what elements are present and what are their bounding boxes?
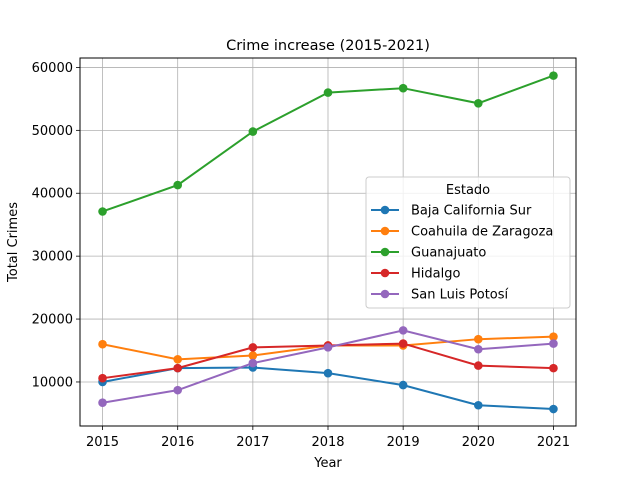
data-point — [398, 83, 408, 93]
legend-swatch-marker — [380, 205, 390, 215]
y-tick-label: 50000 — [32, 124, 73, 139]
x-tick-label: 2018 — [311, 435, 344, 450]
data-point — [323, 88, 333, 97]
y-axis: 10000 20000 30000 40000 50000 60000 — [32, 61, 80, 390]
x-tick-label: 2017 — [236, 435, 269, 450]
data-point — [474, 98, 483, 108]
data-point — [173, 385, 182, 395]
x-axis: 2015 2016 2017 2018 2019 2020 2021 — [86, 426, 570, 450]
data-point — [173, 363, 182, 373]
legend-item: Hidalgo — [371, 267, 460, 282]
data-point — [98, 398, 107, 408]
data-point — [98, 207, 107, 216]
data-point — [549, 332, 558, 341]
x-tick-label: 2015 — [86, 435, 119, 450]
data-point — [549, 363, 558, 373]
series-guanajuato — [98, 71, 558, 216]
data-point — [398, 326, 408, 335]
y-tick-label: 10000 — [32, 375, 73, 390]
data-point — [549, 339, 558, 348]
data-point — [323, 368, 333, 378]
x-tick-label: 2016 — [161, 435, 194, 450]
series-san-luis-potos- — [98, 326, 558, 408]
legend-item: Coahuila de Zaragoza — [371, 225, 553, 240]
y-tick-label: 40000 — [32, 187, 73, 202]
data-point — [474, 344, 483, 354]
legend-item: San Luis Potosí — [371, 288, 509, 303]
data-point — [173, 180, 182, 190]
legend-item: Baja California Sur — [371, 204, 532, 219]
x-axis-label: Year — [313, 456, 342, 471]
data-point — [398, 339, 408, 348]
chart-title: Crime increase (2015-2021) — [226, 38, 430, 54]
data-point — [173, 355, 182, 364]
legend-label: Baja California Sur — [411, 204, 532, 219]
data-point — [398, 380, 408, 390]
y-tick-label: 30000 — [32, 250, 73, 265]
legend-item: Guanajuato — [371, 246, 486, 261]
data-point — [98, 373, 107, 383]
data-point — [474, 334, 483, 344]
x-tick-label: 2019 — [387, 435, 420, 450]
legend-label: Coahuila de Zaragoza — [411, 225, 553, 240]
data-point — [248, 358, 258, 368]
data-point — [248, 343, 258, 352]
data-point — [474, 400, 483, 410]
data-point — [323, 343, 333, 352]
data-point — [98, 339, 107, 349]
y-axis-label: Total Crimes — [6, 202, 21, 283]
data-point — [549, 71, 558, 80]
legend-title: Estado — [446, 183, 490, 198]
data-point — [248, 127, 258, 136]
legend-swatch-marker — [380, 247, 390, 257]
legend-swatch-marker — [380, 289, 390, 299]
legend-box — [365, 176, 571, 309]
legend: Estado Baja California Sur Coahuila de Za… — [365, 176, 571, 309]
x-tick-label: 2020 — [462, 435, 495, 450]
data-point — [474, 361, 483, 370]
legend-swatch-marker — [380, 226, 390, 236]
legend-label: Guanajuato — [411, 246, 486, 261]
series-layer — [98, 71, 558, 414]
legend-label: Hidalgo — [411, 267, 460, 282]
legend-label: San Luis Potosí — [411, 288, 509, 303]
y-tick-label: 20000 — [32, 313, 73, 328]
y-tick-label: 60000 — [32, 61, 73, 76]
data-point — [549, 404, 558, 414]
data-point — [248, 351, 258, 360]
legend-items: Baja California Sur Coahuila de Zaragoza G… — [371, 204, 553, 303]
x-tick-label: 2021 — [537, 435, 570, 450]
legend-swatch-marker — [380, 268, 390, 278]
